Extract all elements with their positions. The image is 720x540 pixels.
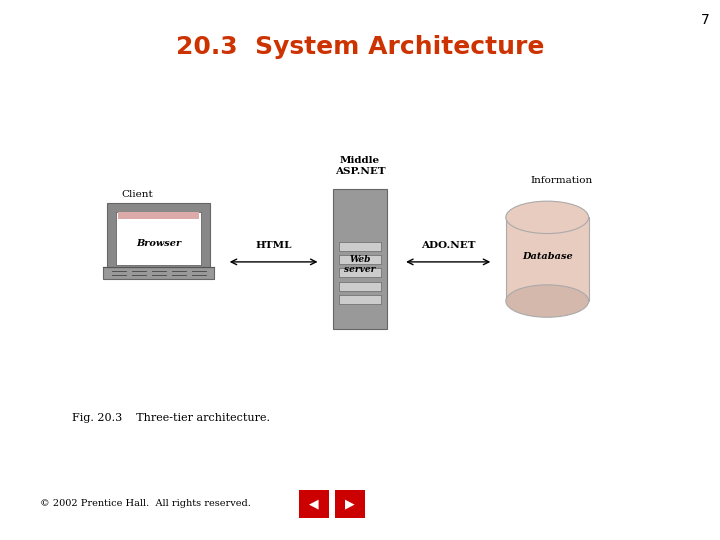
- Text: © 2002 Prentice Hall.  All rights reserved.: © 2002 Prentice Hall. All rights reserve…: [40, 500, 251, 509]
- Bar: [339, 268, 381, 278]
- Text: ADO.NET: ADO.NET: [421, 241, 475, 250]
- Text: Web
server: Web server: [344, 255, 376, 274]
- Bar: [339, 295, 381, 304]
- Bar: [339, 255, 381, 264]
- Text: 7: 7: [701, 14, 709, 28]
- Text: ▶: ▶: [345, 498, 355, 511]
- Text: Fig. 20.3    Three-tier architecture.: Fig. 20.3 Three-tier architecture.: [72, 413, 270, 423]
- Text: Middle
ASP.NET: Middle ASP.NET: [335, 156, 385, 176]
- Text: 20.3  System Architecture: 20.3 System Architecture: [176, 35, 544, 59]
- Text: Browser: Browser: [136, 239, 181, 248]
- Bar: [335, 490, 365, 518]
- Bar: [505, 217, 589, 301]
- Text: Database: Database: [522, 252, 572, 261]
- Text: Information: Information: [531, 176, 593, 185]
- Bar: [339, 282, 381, 291]
- Text: Client: Client: [121, 190, 153, 199]
- Bar: [299, 490, 329, 518]
- Bar: [103, 267, 215, 279]
- Bar: [333, 189, 387, 329]
- Bar: [117, 212, 199, 219]
- Bar: [339, 241, 381, 251]
- Ellipse shape: [506, 285, 589, 317]
- Ellipse shape: [506, 201, 589, 233]
- Bar: [116, 212, 201, 265]
- Text: HTML: HTML: [256, 241, 292, 250]
- Text: ◀: ◀: [309, 498, 319, 511]
- Bar: [107, 202, 210, 267]
